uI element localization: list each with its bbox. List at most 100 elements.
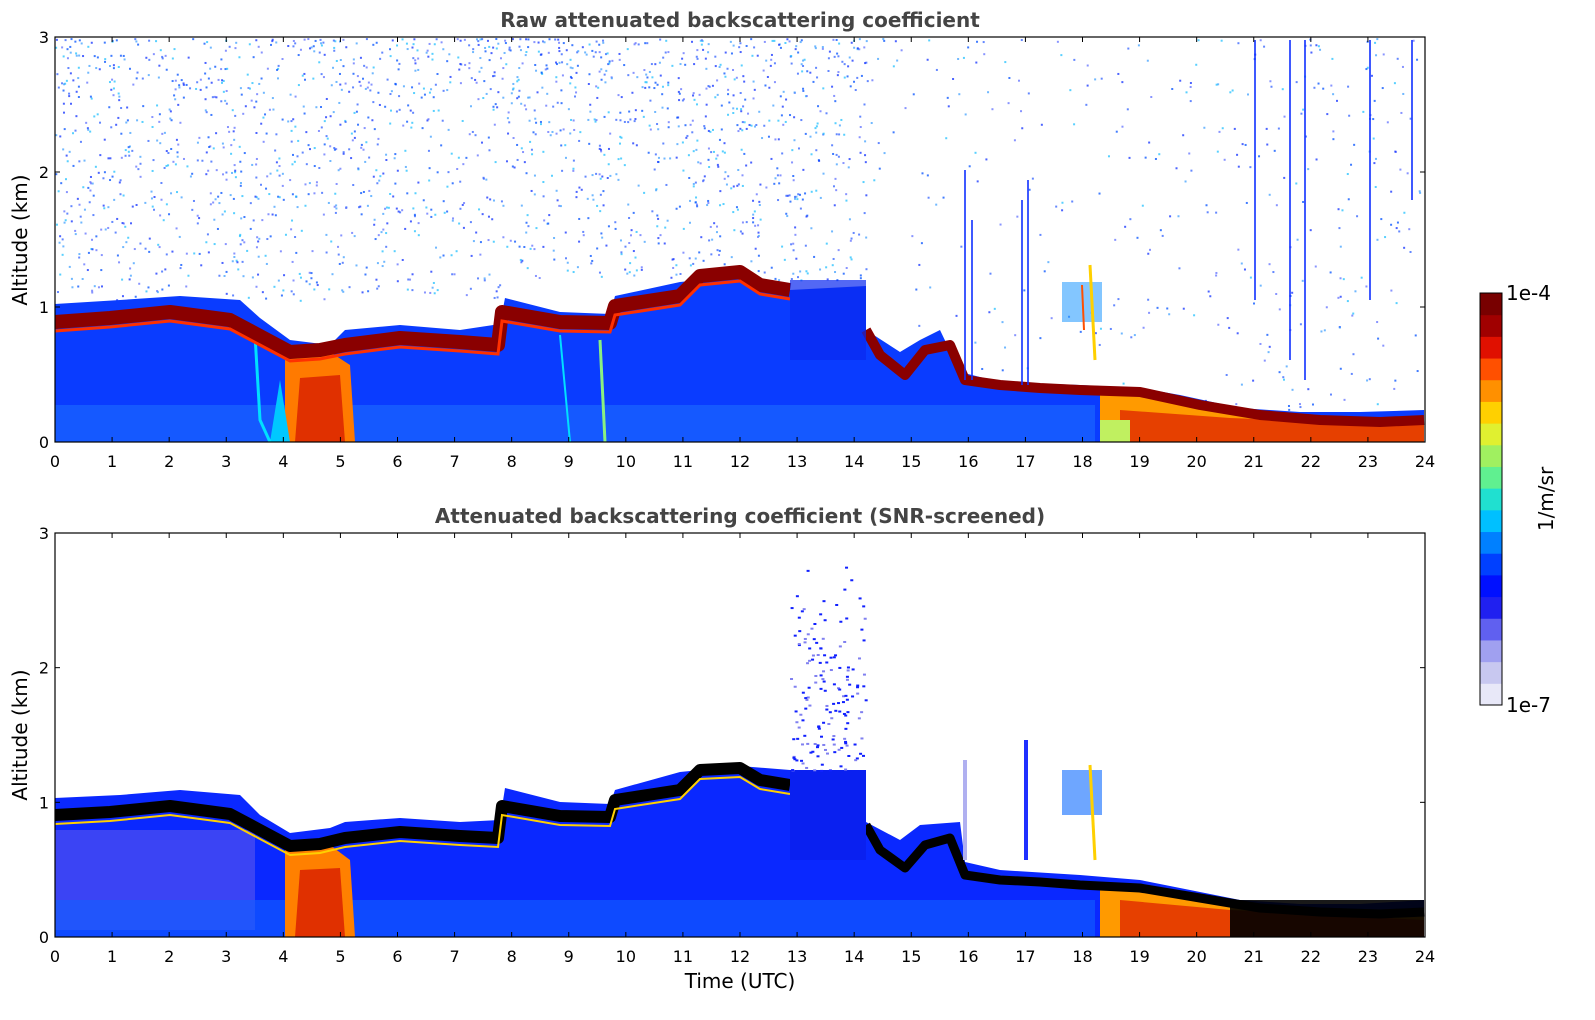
x-tick-label: 8 xyxy=(507,947,517,966)
y-tick-label: 2 xyxy=(39,659,49,678)
boundary-layer-top-screened xyxy=(54,762,791,852)
x-tick-label: 8 xyxy=(507,452,517,471)
panel-title-screened: Attenuated backscattering coefficient (S… xyxy=(435,504,1045,528)
x-tick-label: 0 xyxy=(50,452,60,471)
y-axis-label-raw: Altitude (km) xyxy=(8,174,32,305)
y-tick-label: 1 xyxy=(39,298,49,317)
colorbar-max-label: 1e-4 xyxy=(1506,281,1551,305)
x-tick-label: 14 xyxy=(844,947,864,966)
colorbar-min-label: 1e-7 xyxy=(1506,693,1551,717)
x-tick-label: 5 xyxy=(335,452,345,471)
colorbar-cell xyxy=(1480,401,1502,424)
x-tick-label: 23 xyxy=(1358,452,1378,471)
aerosol-layer-screened xyxy=(55,766,1424,937)
colorbar-cell xyxy=(1480,553,1502,576)
x-tick-label: 17 xyxy=(1015,452,1035,471)
colorbar-cell xyxy=(1480,509,1502,533)
x-tick-label: 17 xyxy=(1015,947,1035,966)
x-tick-label: 1 xyxy=(107,947,117,966)
x-tick-label: 9 xyxy=(564,452,574,471)
y-tick-label: 0 xyxy=(39,433,49,452)
colorbar-cell xyxy=(1480,531,1502,554)
y-tick-labels-screened: 0 1 2 3 xyxy=(39,524,1425,947)
x-tick-label: 4 xyxy=(278,947,288,966)
y-tick-labels-raw: 0 1 2 3 xyxy=(39,28,1425,452)
cloud-speckles xyxy=(790,566,868,772)
x-tick-label: 21 xyxy=(1244,452,1264,471)
colorbar-cell xyxy=(1480,314,1502,337)
x-tick-label: 15 xyxy=(901,947,921,966)
raw-backscatter-panel: Raw attenuated backscattering coefficien… xyxy=(8,8,1435,471)
x-tick-label: 10 xyxy=(616,452,636,471)
panel-title-raw: Raw attenuated backscattering coefficien… xyxy=(500,8,980,32)
x-tick-label: 21 xyxy=(1244,947,1264,966)
colorbar-cell xyxy=(1480,639,1502,663)
raw-backscatter-heatmap xyxy=(54,38,1425,443)
colorbar-cell xyxy=(1480,358,1502,381)
x-tick-label: 11 xyxy=(673,947,693,966)
x-tick-label: 6 xyxy=(392,452,402,471)
x-tick-label: 1 xyxy=(107,452,117,471)
x-tick-label: 18 xyxy=(1072,452,1092,471)
x-tick-label: 12 xyxy=(730,452,750,471)
x-tick-label: 3 xyxy=(221,452,231,471)
x-axis-label: Time (UTC) xyxy=(684,969,796,993)
x-tick-label: 15 xyxy=(901,452,921,471)
x-tick-label: 22 xyxy=(1301,947,1321,966)
x-tick-labels-raw: 0 1 2 3 4 5 6 7 8 9 10 11 12 13 14 15 16 17 18 19 20 21 22 23 24 xyxy=(50,37,1435,471)
colorbar-cell xyxy=(1480,379,1502,402)
y-tick-label: 0 xyxy=(39,928,49,947)
x-tick-label: 22 xyxy=(1301,452,1321,471)
x-tick-label: 19 xyxy=(1129,452,1149,471)
colorbar-cell xyxy=(1480,423,1502,446)
colorbar-frame xyxy=(1479,292,1503,706)
x-tick-label: 2 xyxy=(164,452,174,471)
snr-screened-panel: Attenuated backscattering coefficient (S… xyxy=(8,504,1435,993)
colorbar-unit-label: 1/m/sr xyxy=(1534,466,1558,531)
x-tick-label: 5 xyxy=(335,947,345,966)
y-tick-label: 2 xyxy=(39,163,49,182)
x-tick-label: 23 xyxy=(1358,947,1378,966)
x-tick-label: 2 xyxy=(164,947,174,966)
x-tick-label: 18 xyxy=(1072,947,1092,966)
x-tick-label: 9 xyxy=(564,947,574,966)
x-tick-label: 0 xyxy=(50,947,60,966)
x-tick-label: 13 xyxy=(787,452,807,471)
x-tick-label: 14 xyxy=(844,452,864,471)
x-tick-label: 4 xyxy=(278,452,288,471)
x-tick-label: 24 xyxy=(1415,452,1435,471)
colorbar-cell xyxy=(1480,596,1502,619)
colorbar: 1e-4 1e-7 1/m/sr xyxy=(1479,281,1558,717)
x-tick-label: 19 xyxy=(1129,947,1149,966)
aerosol-patch-18utc xyxy=(1062,264,1102,361)
x-tick-label: 16 xyxy=(958,452,978,471)
screened-backscatter-heatmap xyxy=(54,566,1425,937)
colorbar-cell xyxy=(1480,293,1502,316)
y-tick-label: 3 xyxy=(39,28,49,47)
x-tick-label: 12 xyxy=(730,947,750,966)
boundary-layer-top xyxy=(54,265,792,359)
colorbar-cell xyxy=(1480,661,1502,684)
y-tick-label: 1 xyxy=(39,793,49,812)
x-tick-label: 10 xyxy=(616,947,636,966)
x-tick-label: 20 xyxy=(1186,452,1206,471)
aerosol-layer xyxy=(55,276,1424,442)
x-tick-label: 11 xyxy=(673,452,693,471)
colorbar-cell xyxy=(1480,618,1502,641)
x-tick-label: 6 xyxy=(392,947,402,966)
colorbar-cell xyxy=(1480,488,1502,511)
x-tick-label: 20 xyxy=(1186,947,1206,966)
vertical-streaks xyxy=(964,40,1413,385)
x-tick-label: 16 xyxy=(958,947,978,966)
y-tick-label: 3 xyxy=(39,524,49,543)
colorbar-cell xyxy=(1480,336,1502,359)
colorbar-gradient xyxy=(1480,293,1502,706)
colorbar-cell xyxy=(1480,444,1502,467)
x-tick-labels-screened: 0 1 2 3 4 5 6 7 8 9 10 11 12 13 14 15 16 17 18 19 20 21 22 23 24 xyxy=(50,533,1435,966)
x-tick-label: 7 xyxy=(449,947,459,966)
x-tick-label: 3 xyxy=(221,947,231,966)
noise-field xyxy=(55,38,1422,422)
x-tick-label: 24 xyxy=(1415,947,1435,966)
x-tick-label: 7 xyxy=(449,452,459,471)
